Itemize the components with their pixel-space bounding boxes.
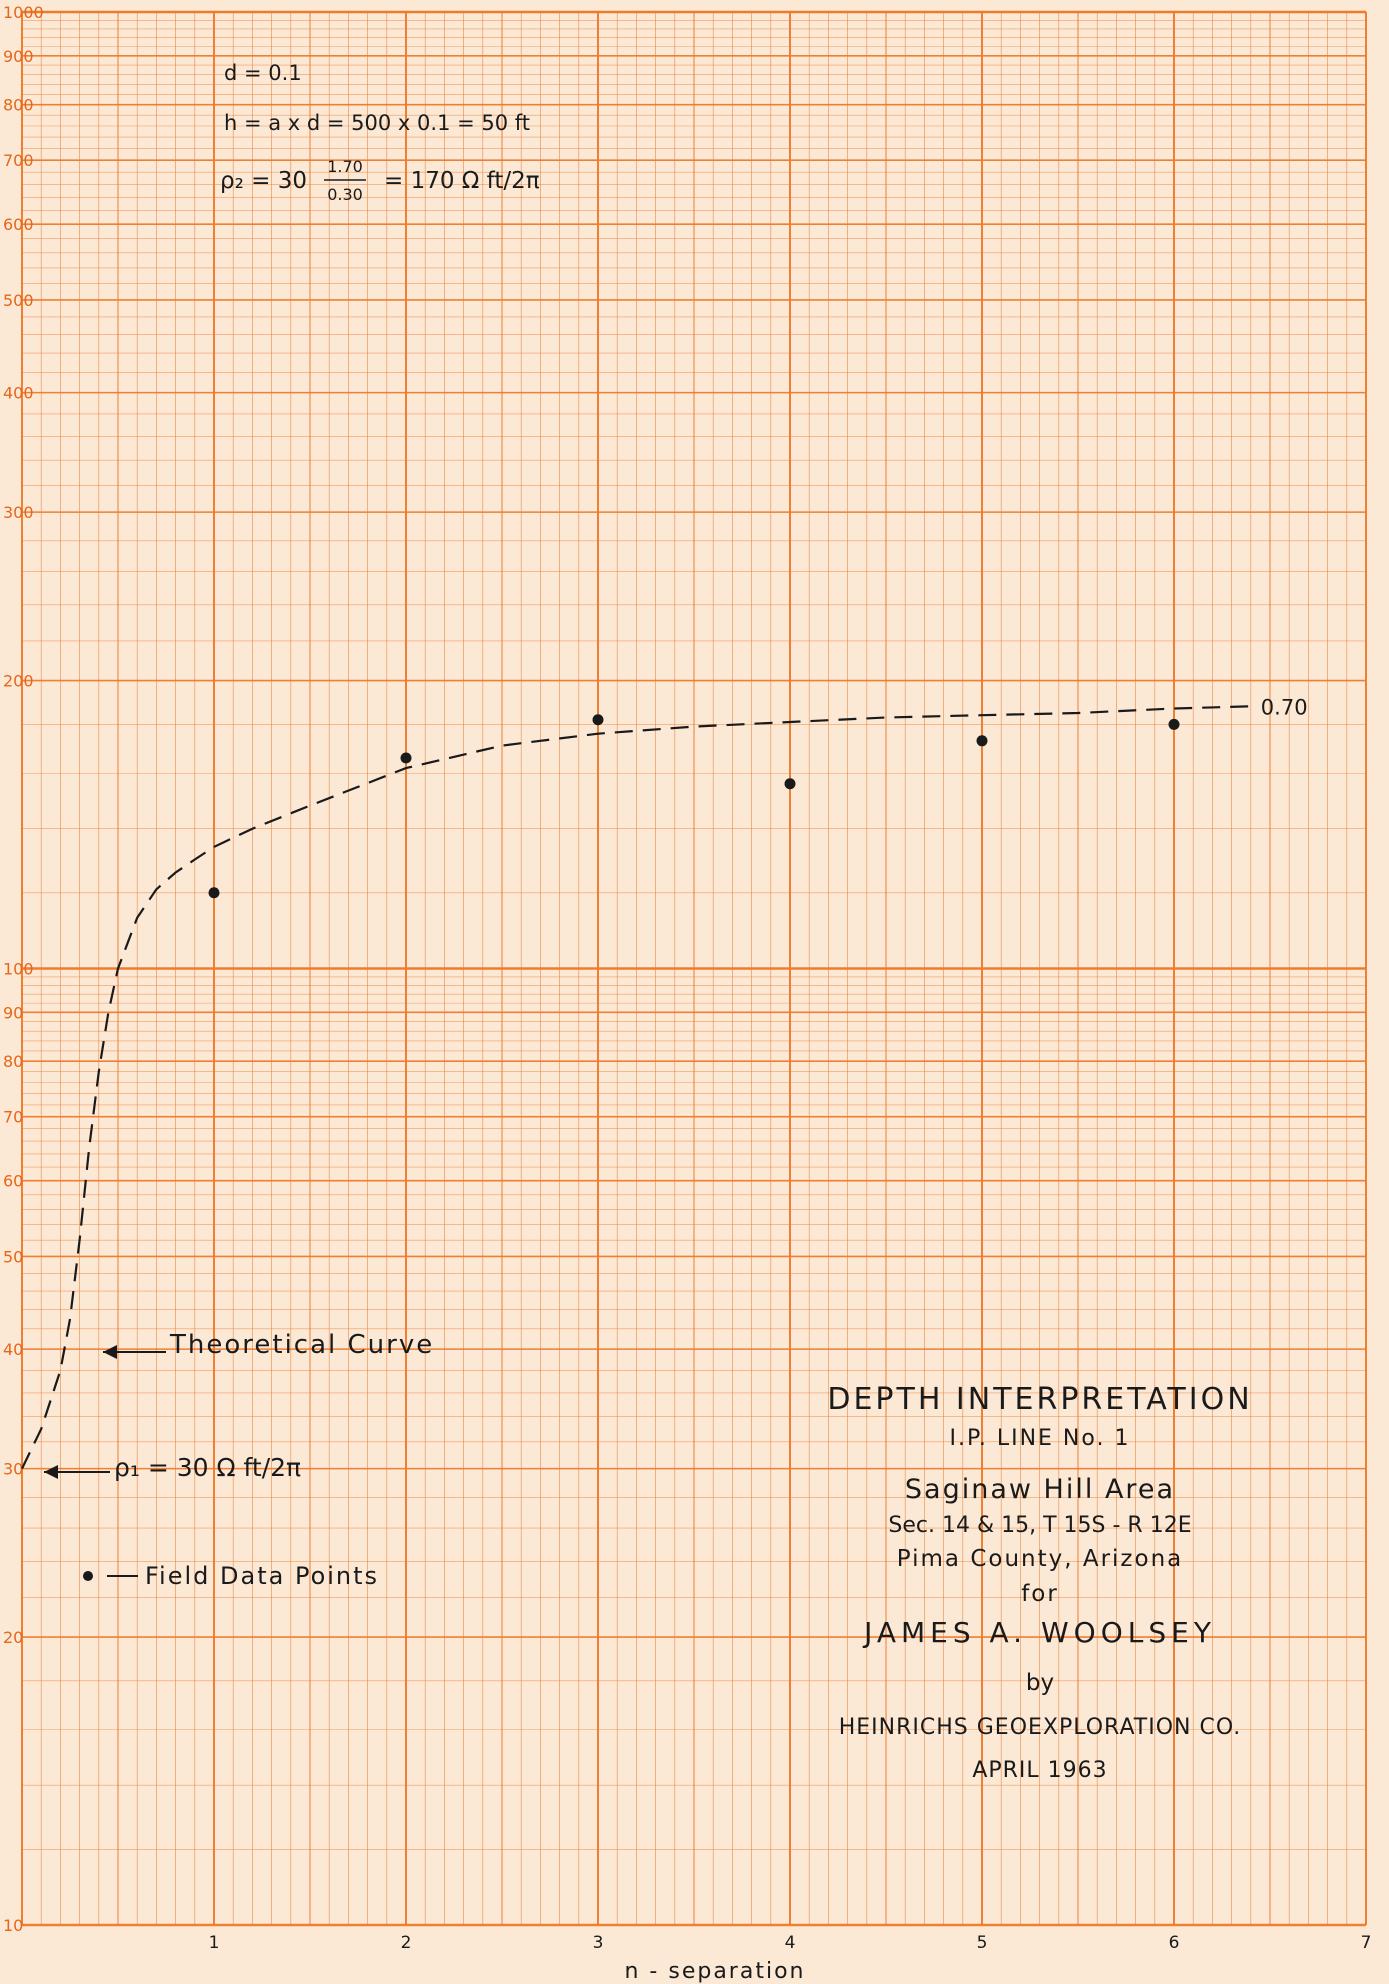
title-line-1: DEPTH INTERPRETATION xyxy=(827,1382,1252,1417)
formula-h: h = a x d = 500 x 0.1 = 50 ft xyxy=(224,111,530,135)
x-axis-label: n - separation xyxy=(625,1959,806,1984)
title-line-8: by xyxy=(1026,1670,1054,1696)
formula-block: d = 0.1 h = a x d = 500 x 0.1 = 50 ft ρ₂… xyxy=(220,61,540,204)
rho1-label: ρ₁ = 30 Ω ft/2π xyxy=(114,1453,301,1482)
curve-end-label: 0.70 xyxy=(1261,695,1308,719)
field-data-point xyxy=(592,714,604,726)
formula-rho2-numerator: 1.70 xyxy=(327,157,363,176)
x-axis-ticks: 1 2 3 4 5 6 7 xyxy=(209,1933,1372,1953)
y-tick-label: 10 xyxy=(3,1916,23,1935)
y-tick-label: 700 xyxy=(3,151,34,170)
field-data-point xyxy=(784,778,796,790)
x-tick-label: 6 xyxy=(1169,1933,1180,1953)
title-line-6: for xyxy=(1021,1581,1059,1607)
y-tick-label: 40 xyxy=(3,1340,23,1359)
field-data-point xyxy=(1168,718,1180,730)
formula-rho2: ρ₂ = 30 xyxy=(220,168,307,194)
y-tick-label: 400 xyxy=(3,384,34,403)
title-line-10: APRIL 1963 xyxy=(972,1758,1107,1783)
x-tick-label: 1 xyxy=(209,1933,220,1953)
theoretical-curve-label: Theoretical Curve xyxy=(169,1330,434,1360)
annotation-rho1: ρ₁ = 30 Ω ft/2π xyxy=(44,1453,301,1482)
y-tick-label: 300 xyxy=(3,503,34,522)
field-data-point xyxy=(208,887,220,899)
arrow-head xyxy=(103,1345,117,1359)
y-tick-label: 1000 xyxy=(3,3,44,22)
y-tick-label: 80 xyxy=(3,1052,23,1071)
y-tick-label: 500 xyxy=(3,291,34,310)
x-tick-label: 3 xyxy=(593,1933,604,1953)
x-tick-label: 5 xyxy=(977,1933,988,1953)
y-tick-label: 30 xyxy=(3,1460,23,1479)
legend-dot xyxy=(83,1571,93,1581)
y-tick-label: 600 xyxy=(3,215,34,234)
y-tick-label: 800 xyxy=(3,96,34,115)
field-data-points xyxy=(208,714,1180,899)
x-tick-label: 2 xyxy=(401,1933,412,1953)
y-tick-label: 60 xyxy=(3,1172,23,1191)
x-tick-label: 4 xyxy=(785,1933,796,1953)
title-line-3: Saginaw Hill Area xyxy=(905,1474,1175,1505)
formula-rho2-result: = 170 Ω ft/2π xyxy=(384,168,540,194)
y-tick-label: 900 xyxy=(3,47,34,66)
title-line-9: HEINRICHS GEOEXPLORATION CO. xyxy=(839,1715,1242,1740)
title-line-2: I.P. LINE No. 1 xyxy=(950,1426,1131,1451)
title-line-7: JAMES A. WOOLSEY xyxy=(862,1616,1216,1649)
field-points-label: Field Data Points xyxy=(145,1562,379,1590)
annotation-theoretical-curve: Theoretical Curve xyxy=(103,1330,434,1360)
field-data-point xyxy=(976,735,988,747)
y-tick-label: 200 xyxy=(3,672,34,691)
field-data-point xyxy=(400,752,412,764)
y-tick-label: 100 xyxy=(3,960,34,979)
formula-rho2-denominator: 0.30 xyxy=(327,185,363,204)
y-axis-ticks: 10 20 30 40 50 60 70 80 90 100 200 300 400 500 600 700 8… xyxy=(3,3,44,1935)
title-block: DEPTH INTERPRETATION I.P. LINE No. 1 Sag… xyxy=(827,1382,1252,1783)
theoretical-curve xyxy=(21,705,1251,1470)
title-line-4: Sec. 14 & 15, T 15S - R 12E xyxy=(888,1513,1191,1538)
y-tick-label: 20 xyxy=(3,1628,23,1647)
formula-d: d = 0.1 xyxy=(224,61,302,85)
y-tick-label: 50 xyxy=(3,1247,23,1266)
title-line-5: Pima County, Arizona xyxy=(897,1546,1184,1572)
x-tick-label: 7 xyxy=(1361,1933,1372,1953)
y-tick-label: 90 xyxy=(3,1003,23,1022)
legend-field-points: Field Data Points xyxy=(83,1562,379,1590)
y-tick-label: 70 xyxy=(3,1108,23,1127)
arrow-head xyxy=(44,1465,58,1479)
graph-paper-grid xyxy=(21,10,1367,1927)
